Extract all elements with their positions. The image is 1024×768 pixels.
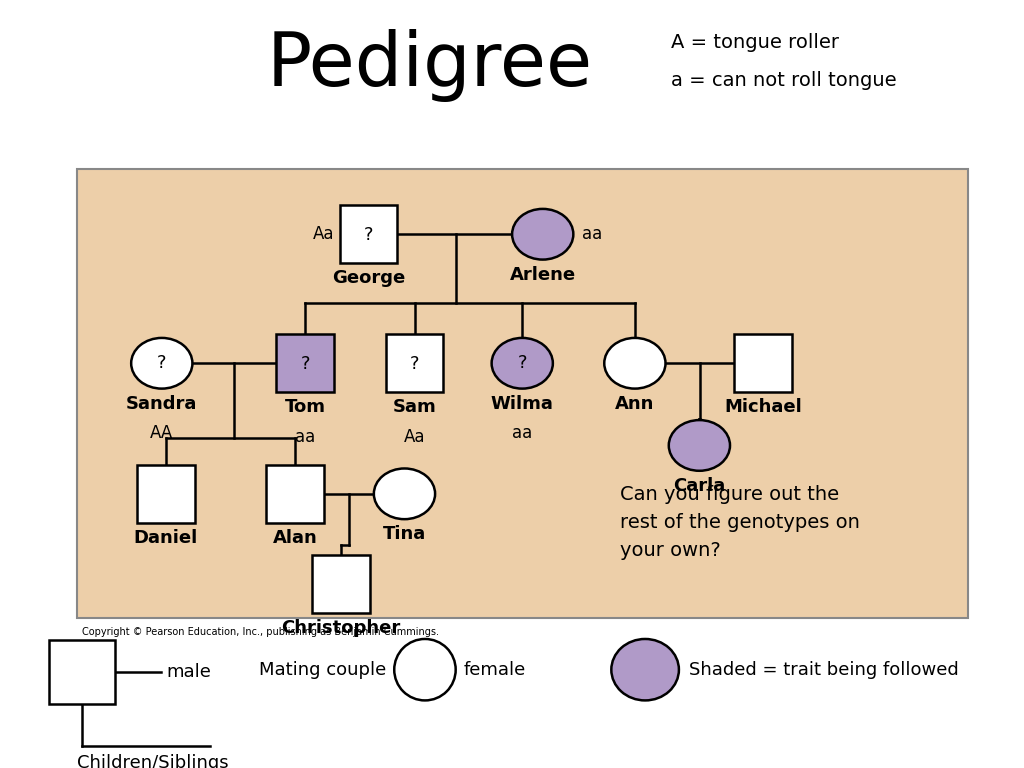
- Ellipse shape: [394, 639, 456, 700]
- Text: Christopher: Christopher: [282, 619, 400, 637]
- Ellipse shape: [611, 639, 679, 700]
- Text: female: female: [464, 660, 526, 679]
- FancyBboxPatch shape: [386, 334, 443, 392]
- Text: Can you figure out the
rest of the genotypes on
your own?: Can you figure out the rest of the genot…: [620, 485, 859, 560]
- Text: Alan: Alan: [272, 529, 317, 547]
- Text: aa: aa: [295, 428, 315, 445]
- FancyBboxPatch shape: [49, 640, 115, 704]
- Text: aa: aa: [512, 424, 532, 442]
- Text: Wilma: Wilma: [490, 395, 554, 412]
- Text: George: George: [332, 270, 406, 287]
- Text: Copyright © Pearson Education, Inc., publishing as Benjamin Cummings.: Copyright © Pearson Education, Inc., pub…: [82, 627, 439, 637]
- FancyBboxPatch shape: [734, 334, 792, 392]
- Ellipse shape: [492, 338, 553, 389]
- Text: ?: ?: [364, 227, 374, 244]
- Ellipse shape: [604, 338, 666, 389]
- Text: Ann: Ann: [615, 395, 654, 412]
- Text: Sam: Sam: [393, 399, 436, 416]
- FancyBboxPatch shape: [266, 465, 324, 523]
- Text: Tom: Tom: [285, 399, 326, 416]
- Text: Pedigree: Pedigree: [267, 28, 593, 102]
- Text: Tina: Tina: [383, 525, 426, 543]
- Text: a = can not roll tongue: a = can not roll tongue: [671, 71, 896, 90]
- Text: Daniel: Daniel: [134, 529, 198, 547]
- Text: ?: ?: [157, 354, 167, 372]
- Text: Mating couple: Mating couple: [259, 660, 386, 679]
- Text: Carla: Carla: [673, 477, 726, 495]
- Text: Aa: Aa: [404, 428, 425, 445]
- Text: A = tongue roller: A = tongue roller: [671, 33, 839, 51]
- Text: Aa: Aa: [313, 225, 335, 243]
- Text: Arlene: Arlene: [510, 266, 575, 283]
- FancyBboxPatch shape: [340, 205, 397, 263]
- Text: Sandra: Sandra: [126, 395, 198, 412]
- Text: Michael: Michael: [724, 399, 802, 416]
- Text: AA: AA: [151, 424, 173, 442]
- Text: ?: ?: [517, 354, 527, 372]
- Ellipse shape: [374, 468, 435, 519]
- FancyBboxPatch shape: [77, 169, 968, 618]
- Text: Children/Siblings: Children/Siblings: [77, 754, 228, 768]
- FancyBboxPatch shape: [276, 334, 334, 392]
- Text: ?: ?: [300, 356, 310, 373]
- Text: male: male: [166, 663, 211, 681]
- Text: ?: ?: [410, 356, 420, 373]
- Ellipse shape: [131, 338, 193, 389]
- Ellipse shape: [669, 420, 730, 471]
- FancyBboxPatch shape: [137, 465, 195, 523]
- Text: aa: aa: [582, 225, 602, 243]
- Text: Shaded = trait being followed: Shaded = trait being followed: [689, 660, 958, 679]
- FancyBboxPatch shape: [312, 554, 370, 613]
- Ellipse shape: [512, 209, 573, 260]
